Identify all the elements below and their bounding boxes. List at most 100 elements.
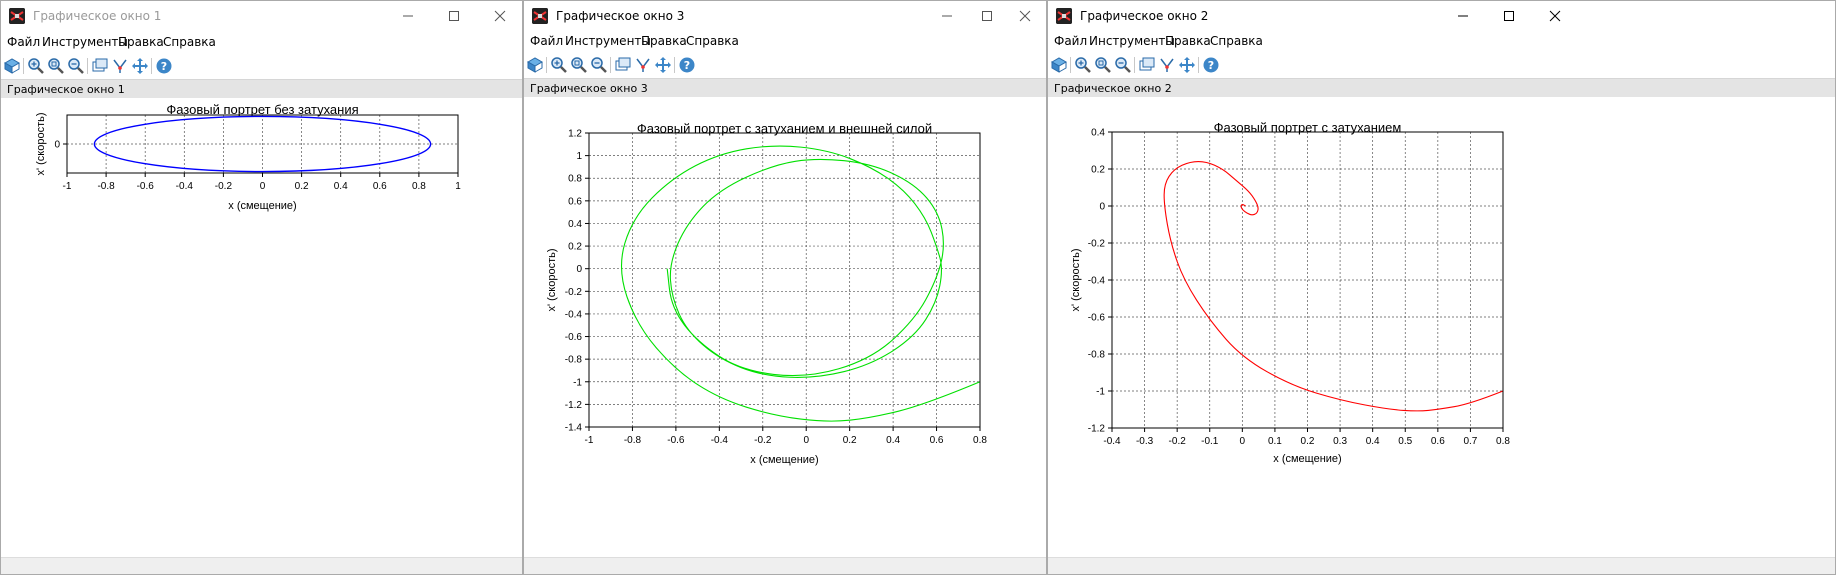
x-tick-label: 0.6: [1431, 436, 1445, 447]
series-trajectory: [1163, 161, 1504, 412]
y-tick-label: 0.2: [568, 242, 582, 253]
zoom-out-icon[interactable]: [590, 56, 608, 74]
toolbar-separator: [1070, 57, 1071, 73]
help-icon[interactable]: ?: [155, 57, 173, 75]
zoom-reset-icon[interactable]: [47, 57, 65, 75]
close-button[interactable]: [477, 1, 522, 31]
menu-tools[interactable]: Инструменты: [1089, 34, 1175, 48]
menu-file[interactable]: Файл: [7, 35, 41, 49]
help-icon[interactable]: ?: [1202, 56, 1220, 74]
chart-title: Фазовый портрет без затухания: [166, 102, 358, 117]
x-tick-label: -1: [585, 435, 594, 446]
y-tick-label: -0.4: [1088, 276, 1106, 287]
toolbar-separator: [1198, 57, 1199, 73]
toolbar: ?: [1, 54, 522, 78]
x-tick-label: -0.6: [667, 435, 685, 446]
x-tick-label: -0.2: [215, 181, 233, 192]
minimize-button[interactable]: [924, 1, 970, 31]
x-tick-label: 0.7: [1463, 436, 1477, 447]
close-button[interactable]: [1002, 1, 1046, 31]
graphic-window-1: Графическое окно 1 Файл Инструменты Прав…: [0, 0, 523, 575]
datatip-icon[interactable]: [1138, 56, 1156, 74]
menu-edit[interactable]: Правка: [641, 34, 687, 48]
status-bar: [1, 557, 522, 574]
close-button[interactable]: [1532, 1, 1578, 31]
menu-file[interactable]: Файл: [530, 34, 564, 48]
x-tick-label: 0: [260, 181, 266, 192]
menu-file[interactable]: Файл: [1054, 34, 1088, 48]
figure-subheader: Графическое окно 2: [1048, 78, 1835, 98]
menu-tools[interactable]: Инструменты: [42, 35, 128, 49]
y-tick-label: 1.2: [568, 129, 582, 140]
pan-icon[interactable]: [654, 56, 672, 74]
zoom-in-icon[interactable]: [1074, 56, 1092, 74]
maximize-button[interactable]: [431, 1, 477, 31]
status-bar: [1048, 557, 1835, 574]
datatip-edit-icon[interactable]: [111, 57, 129, 75]
datatip-edit-icon[interactable]: [1158, 56, 1176, 74]
toolbar-separator: [151, 58, 152, 74]
y-tick-label: 0.6: [568, 196, 582, 207]
datatip-icon[interactable]: [614, 56, 632, 74]
zoom-reset-icon[interactable]: [1094, 56, 1112, 74]
toolbar: ?: [524, 53, 1046, 77]
minimize-button[interactable]: [1440, 1, 1486, 31]
pan-icon[interactable]: [1178, 56, 1196, 74]
figure-subheader: Графическое окно 3: [524, 78, 1046, 98]
plot-canvas[interactable]: Фазовый портрет с затуханием -0.4 -0.3 -0.2…: [1048, 97, 1835, 558]
menu-help[interactable]: Справка: [163, 35, 216, 49]
minimize-button[interactable]: [385, 1, 431, 31]
maximize-button[interactable]: [1486, 1, 1532, 31]
svg-text:?: ?: [684, 59, 690, 72]
datatip-icon[interactable]: [91, 57, 109, 75]
toolbar-separator: [674, 57, 675, 73]
y-tick-label: -1: [573, 377, 582, 388]
y-tick-label: 1: [576, 151, 582, 162]
x-tick-label: 0.5: [1398, 436, 1412, 447]
menu-edit[interactable]: Правка: [118, 35, 164, 49]
phase-plot-1: Фазовый портрет без затухания -1 -0.8 -0.6 -…: [35, 102, 461, 212]
rotate-icon[interactable]: [526, 56, 544, 74]
chart-title: Фазовый портрет с затуханием: [1214, 120, 1402, 135]
help-icon[interactable]: ?: [678, 56, 696, 74]
figure-subheader-label: Графическое окно 2: [1054, 82, 1172, 95]
window-title: Графическое окно 2: [1080, 9, 1209, 23]
graphic-window-2: Графическое окно 2 Файл Инструменты Прав…: [1047, 0, 1836, 575]
menu-help[interactable]: Справка: [1210, 34, 1263, 48]
menu-help[interactable]: Справка: [686, 34, 739, 48]
figure-subheader-label: Графическое окно 1: [7, 83, 125, 96]
title-bar[interactable]: Графическое окно 1: [1, 1, 522, 31]
x-tick-label: 0.6: [373, 181, 387, 192]
x-tick-label: 0: [1240, 436, 1246, 447]
menu-edit[interactable]: Правка: [1165, 34, 1211, 48]
y-tick-label: -1.2: [565, 400, 583, 411]
x-tick-label: 0.4: [1366, 436, 1380, 447]
scilab-app-icon: [1056, 8, 1072, 24]
rotate-icon[interactable]: [3, 57, 21, 75]
zoom-in-icon[interactable]: [27, 57, 45, 75]
y-axis-label: x' (скорость): [546, 248, 558, 311]
plot-canvas[interactable]: Фазовый портрет без затухания -1 -0.8 -0.6 -…: [1, 98, 522, 558]
pan-icon[interactable]: [131, 57, 149, 75]
y-tick-label: -0.4: [565, 309, 583, 320]
rotate-icon[interactable]: [1050, 56, 1068, 74]
y-tick-label: -1.2: [1088, 424, 1106, 435]
zoom-in-icon[interactable]: [550, 56, 568, 74]
title-bar[interactable]: Графическое окно 2: [1048, 1, 1835, 31]
y-tick-label: -0.8: [1088, 350, 1106, 361]
x-tick-label: 0.3: [1333, 436, 1347, 447]
zoom-reset-icon[interactable]: [570, 56, 588, 74]
y-tick-label: 0.4: [1091, 128, 1105, 139]
x-axis-label: x (смещение): [228, 200, 296, 212]
toolbar-separator: [23, 58, 24, 74]
title-bar[interactable]: Графическое окно 3: [524, 1, 1046, 31]
y-axis-label: x' (скорость): [35, 112, 47, 175]
maximize-button[interactable]: [964, 1, 1010, 31]
datatip-edit-icon[interactable]: [634, 56, 652, 74]
plot-canvas[interactable]: Фазовый портрет с затуханием и внешней с…: [524, 97, 1046, 558]
toolbar-separator: [1134, 57, 1135, 73]
menu-bar: Файл Инструменты Правка Справка: [1048, 32, 1835, 52]
zoom-out-icon[interactable]: [67, 57, 85, 75]
menu-tools[interactable]: Инструменты: [565, 34, 651, 48]
zoom-out-icon[interactable]: [1114, 56, 1132, 74]
